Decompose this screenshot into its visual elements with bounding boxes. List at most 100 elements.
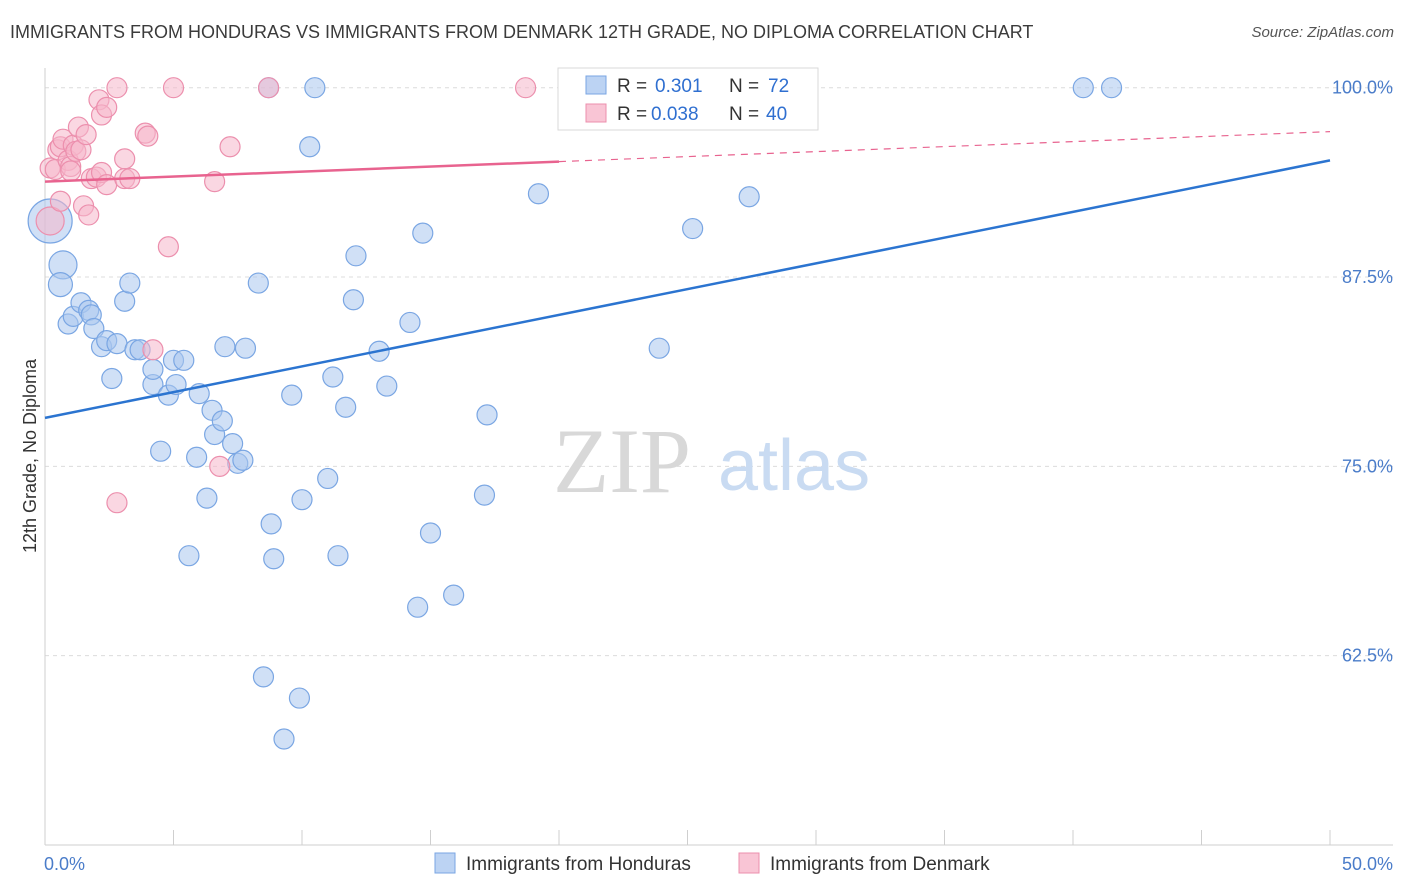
bottom-legend-label-denmark: Immigrants from Denmark xyxy=(770,854,990,875)
y-tick-label-2: 75.0% xyxy=(1342,456,1393,476)
y-tick-label-3: 62.5% xyxy=(1342,646,1393,666)
honduras-point-19 xyxy=(150,440,172,462)
honduras-point-54 xyxy=(376,375,398,397)
bottom-legend-swatch-denmark xyxy=(738,852,760,874)
honduras-point-44 xyxy=(291,489,313,511)
denmark-point-26 xyxy=(114,148,136,170)
legend-r-value-0: 0.301 xyxy=(655,76,703,97)
honduras-point-42 xyxy=(281,384,303,406)
denmark-point-23 xyxy=(96,174,118,196)
honduras-point-52 xyxy=(345,245,367,267)
honduras-point-55 xyxy=(399,311,421,334)
denmark-point-35 xyxy=(209,455,231,477)
y-tick-label-1: 87.5% xyxy=(1342,267,1393,287)
honduras-point-56 xyxy=(412,222,434,244)
honduras-point-60 xyxy=(473,484,496,506)
denmark-point-0 xyxy=(35,206,65,236)
honduras-point-14 xyxy=(119,272,141,294)
honduras-point-63 xyxy=(648,337,670,359)
honduras-point-50 xyxy=(335,396,357,418)
legend-n-value-1: 40 xyxy=(766,104,787,125)
honduras-point-35 xyxy=(234,337,257,359)
honduras-point-66 xyxy=(738,186,760,208)
denmark-point-15 xyxy=(75,124,97,146)
legend-r-label-0: R = xyxy=(617,76,647,97)
honduras-point-43 xyxy=(288,687,311,709)
honduras-point-48 xyxy=(322,366,344,388)
honduras-point-32 xyxy=(222,433,244,455)
honduras-point-18 xyxy=(142,358,164,381)
series-denmark-points xyxy=(35,77,537,514)
honduras-point-2 xyxy=(47,271,74,298)
watermark-zip: ZIP xyxy=(553,410,691,512)
legend-n-label-0: N = xyxy=(729,76,759,97)
honduras-point-68 xyxy=(1072,77,1094,99)
watermark-atlas: atlas xyxy=(718,426,870,506)
honduras-point-62 xyxy=(527,183,550,205)
denmark-point-31 xyxy=(142,339,164,361)
denmark-point-9 xyxy=(60,160,82,182)
honduras-point-58 xyxy=(419,522,442,544)
honduras-point-69 xyxy=(1100,77,1123,99)
legend-n-value-0: 72 xyxy=(768,76,789,97)
denmark-point-22 xyxy=(96,96,118,118)
honduras-point-65 xyxy=(682,217,704,240)
honduras-point-27 xyxy=(196,487,218,509)
legend-r-value-1: 0.038 xyxy=(651,104,699,125)
x-tick-label-0: 0.0% xyxy=(44,854,85,874)
denmark-point-24 xyxy=(106,492,128,514)
honduras-point-46 xyxy=(304,77,326,99)
legend-swatch-denmark xyxy=(585,103,607,123)
honduras-point-30 xyxy=(211,410,233,432)
bottom-legend-label-honduras: Immigrants from Honduras xyxy=(466,854,691,875)
honduras-point-61 xyxy=(476,404,498,426)
honduras-point-59 xyxy=(443,584,465,606)
chart-title: IMMIGRANTS FROM HONDURAS VS IMMIGRANTS F… xyxy=(10,22,1034,42)
denmark-point-33 xyxy=(162,77,185,99)
denmark-point-37 xyxy=(257,77,280,99)
legend-swatch-honduras xyxy=(585,75,607,95)
denmark-point-34 xyxy=(204,170,226,193)
bottom-legend: Immigrants from Honduras Immigrants from… xyxy=(434,852,990,875)
honduras-point-25 xyxy=(186,446,208,468)
denmark-trend-line xyxy=(44,160,560,183)
denmark-point-25 xyxy=(106,77,128,99)
honduras-point-45 xyxy=(299,136,321,158)
honduras-trend-line xyxy=(44,159,1331,420)
denmark-point-38 xyxy=(514,77,537,99)
honduras-point-31 xyxy=(214,336,236,358)
honduras-point-36 xyxy=(247,272,269,294)
honduras-point-49 xyxy=(327,545,349,567)
honduras-point-23 xyxy=(173,349,195,371)
honduras-point-47 xyxy=(317,467,339,490)
honduras-point-39 xyxy=(260,513,282,535)
honduras-point-24 xyxy=(178,545,200,567)
tick-labels: 100.0% 87.5% 75.0% 62.5% 0.0% 50.0% xyxy=(44,78,1393,874)
trend-lines xyxy=(44,131,1331,420)
honduras-point-34 xyxy=(232,449,254,471)
honduras-point-37 xyxy=(252,666,275,688)
legend-n-label-1: N = xyxy=(729,104,759,125)
legend: R = 0.301 N = 72 R = 0.038 N = 40 xyxy=(557,67,819,131)
chart-source: Source: ZipAtlas.com xyxy=(1251,24,1394,41)
honduras-point-40 xyxy=(263,548,285,570)
denmark-point-36 xyxy=(219,136,241,158)
honduras-point-12 xyxy=(106,333,128,355)
y-axis-label: 12th Grade, No Diploma xyxy=(20,358,40,553)
legend-r-label-1: R = xyxy=(617,104,647,125)
denmark-point-30 xyxy=(137,125,159,147)
denmark-point-5 xyxy=(49,190,72,212)
bottom-legend-swatch-honduras xyxy=(434,852,456,874)
honduras-point-13 xyxy=(114,290,136,312)
honduras-point-51 xyxy=(342,289,364,311)
honduras-point-57 xyxy=(407,596,429,618)
denmark-point-32 xyxy=(157,236,179,258)
denmark-point-16 xyxy=(78,204,100,226)
axes xyxy=(44,68,1393,846)
y-tick-label-0: 100.0% xyxy=(1332,78,1393,98)
honduras-point-41 xyxy=(273,728,295,750)
honduras-point-11 xyxy=(101,367,123,390)
denmark-trend-line-extrapolated xyxy=(558,131,1331,163)
x-tick-label-1: 50.0% xyxy=(1342,854,1393,874)
